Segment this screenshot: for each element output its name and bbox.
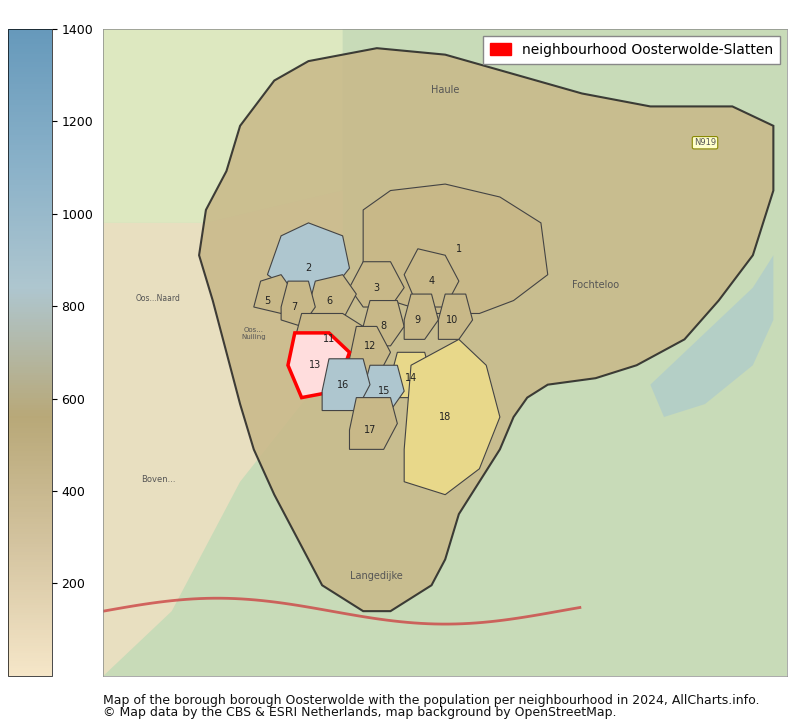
Text: Oos...Naard: Oos...Naard — [136, 293, 180, 303]
Polygon shape — [267, 223, 350, 294]
Text: 15: 15 — [378, 386, 390, 396]
Polygon shape — [103, 29, 343, 223]
Polygon shape — [308, 275, 356, 320]
Text: N919: N919 — [694, 138, 716, 147]
Text: 11: 11 — [323, 334, 335, 344]
Polygon shape — [295, 313, 363, 365]
Polygon shape — [404, 294, 438, 339]
Text: 10: 10 — [446, 315, 458, 325]
Polygon shape — [350, 398, 398, 449]
Text: Langedijke: Langedijke — [351, 571, 403, 581]
Polygon shape — [288, 333, 350, 398]
Text: Oos...
Nuiling: Oos... Nuiling — [242, 327, 266, 340]
Text: 9: 9 — [415, 315, 421, 325]
Polygon shape — [322, 359, 370, 411]
Text: Haule: Haule — [431, 86, 460, 96]
Text: 13: 13 — [309, 360, 321, 370]
Legend: neighbourhood Oosterwolde-Slatten: neighbourhood Oosterwolde-Slatten — [483, 36, 780, 63]
Text: Map of the borough borough Oosterwolde with the population per neighbourhood in : Map of the borough borough Oosterwolde w… — [103, 694, 760, 707]
Text: 2: 2 — [305, 263, 312, 273]
Text: 4: 4 — [429, 276, 435, 286]
Text: Fochteloo: Fochteloo — [572, 280, 619, 290]
Polygon shape — [103, 191, 343, 676]
Polygon shape — [363, 184, 548, 313]
Polygon shape — [350, 326, 390, 378]
Text: 14: 14 — [405, 373, 417, 383]
Polygon shape — [350, 262, 404, 307]
Text: 6: 6 — [326, 296, 332, 306]
Text: 17: 17 — [364, 425, 376, 435]
Polygon shape — [254, 275, 295, 313]
Polygon shape — [404, 249, 459, 307]
Polygon shape — [650, 255, 774, 417]
Text: 12: 12 — [364, 341, 376, 351]
Polygon shape — [390, 352, 432, 398]
Polygon shape — [363, 301, 404, 346]
Polygon shape — [199, 48, 774, 611]
Text: 8: 8 — [381, 321, 386, 331]
Text: 5: 5 — [264, 296, 270, 306]
Text: © Map data by the CBS & ESRI Netherlands, map background by OpenStreetMap.: © Map data by the CBS & ESRI Netherlands… — [103, 706, 617, 719]
Polygon shape — [363, 365, 404, 411]
Text: 16: 16 — [336, 380, 349, 390]
Text: 3: 3 — [374, 283, 380, 293]
Text: 7: 7 — [292, 302, 298, 312]
Text: 18: 18 — [439, 412, 452, 422]
Text: Boven...: Boven... — [141, 475, 175, 484]
Polygon shape — [281, 281, 316, 326]
Polygon shape — [438, 294, 472, 339]
Polygon shape — [404, 339, 500, 495]
Text: 1: 1 — [456, 244, 462, 254]
